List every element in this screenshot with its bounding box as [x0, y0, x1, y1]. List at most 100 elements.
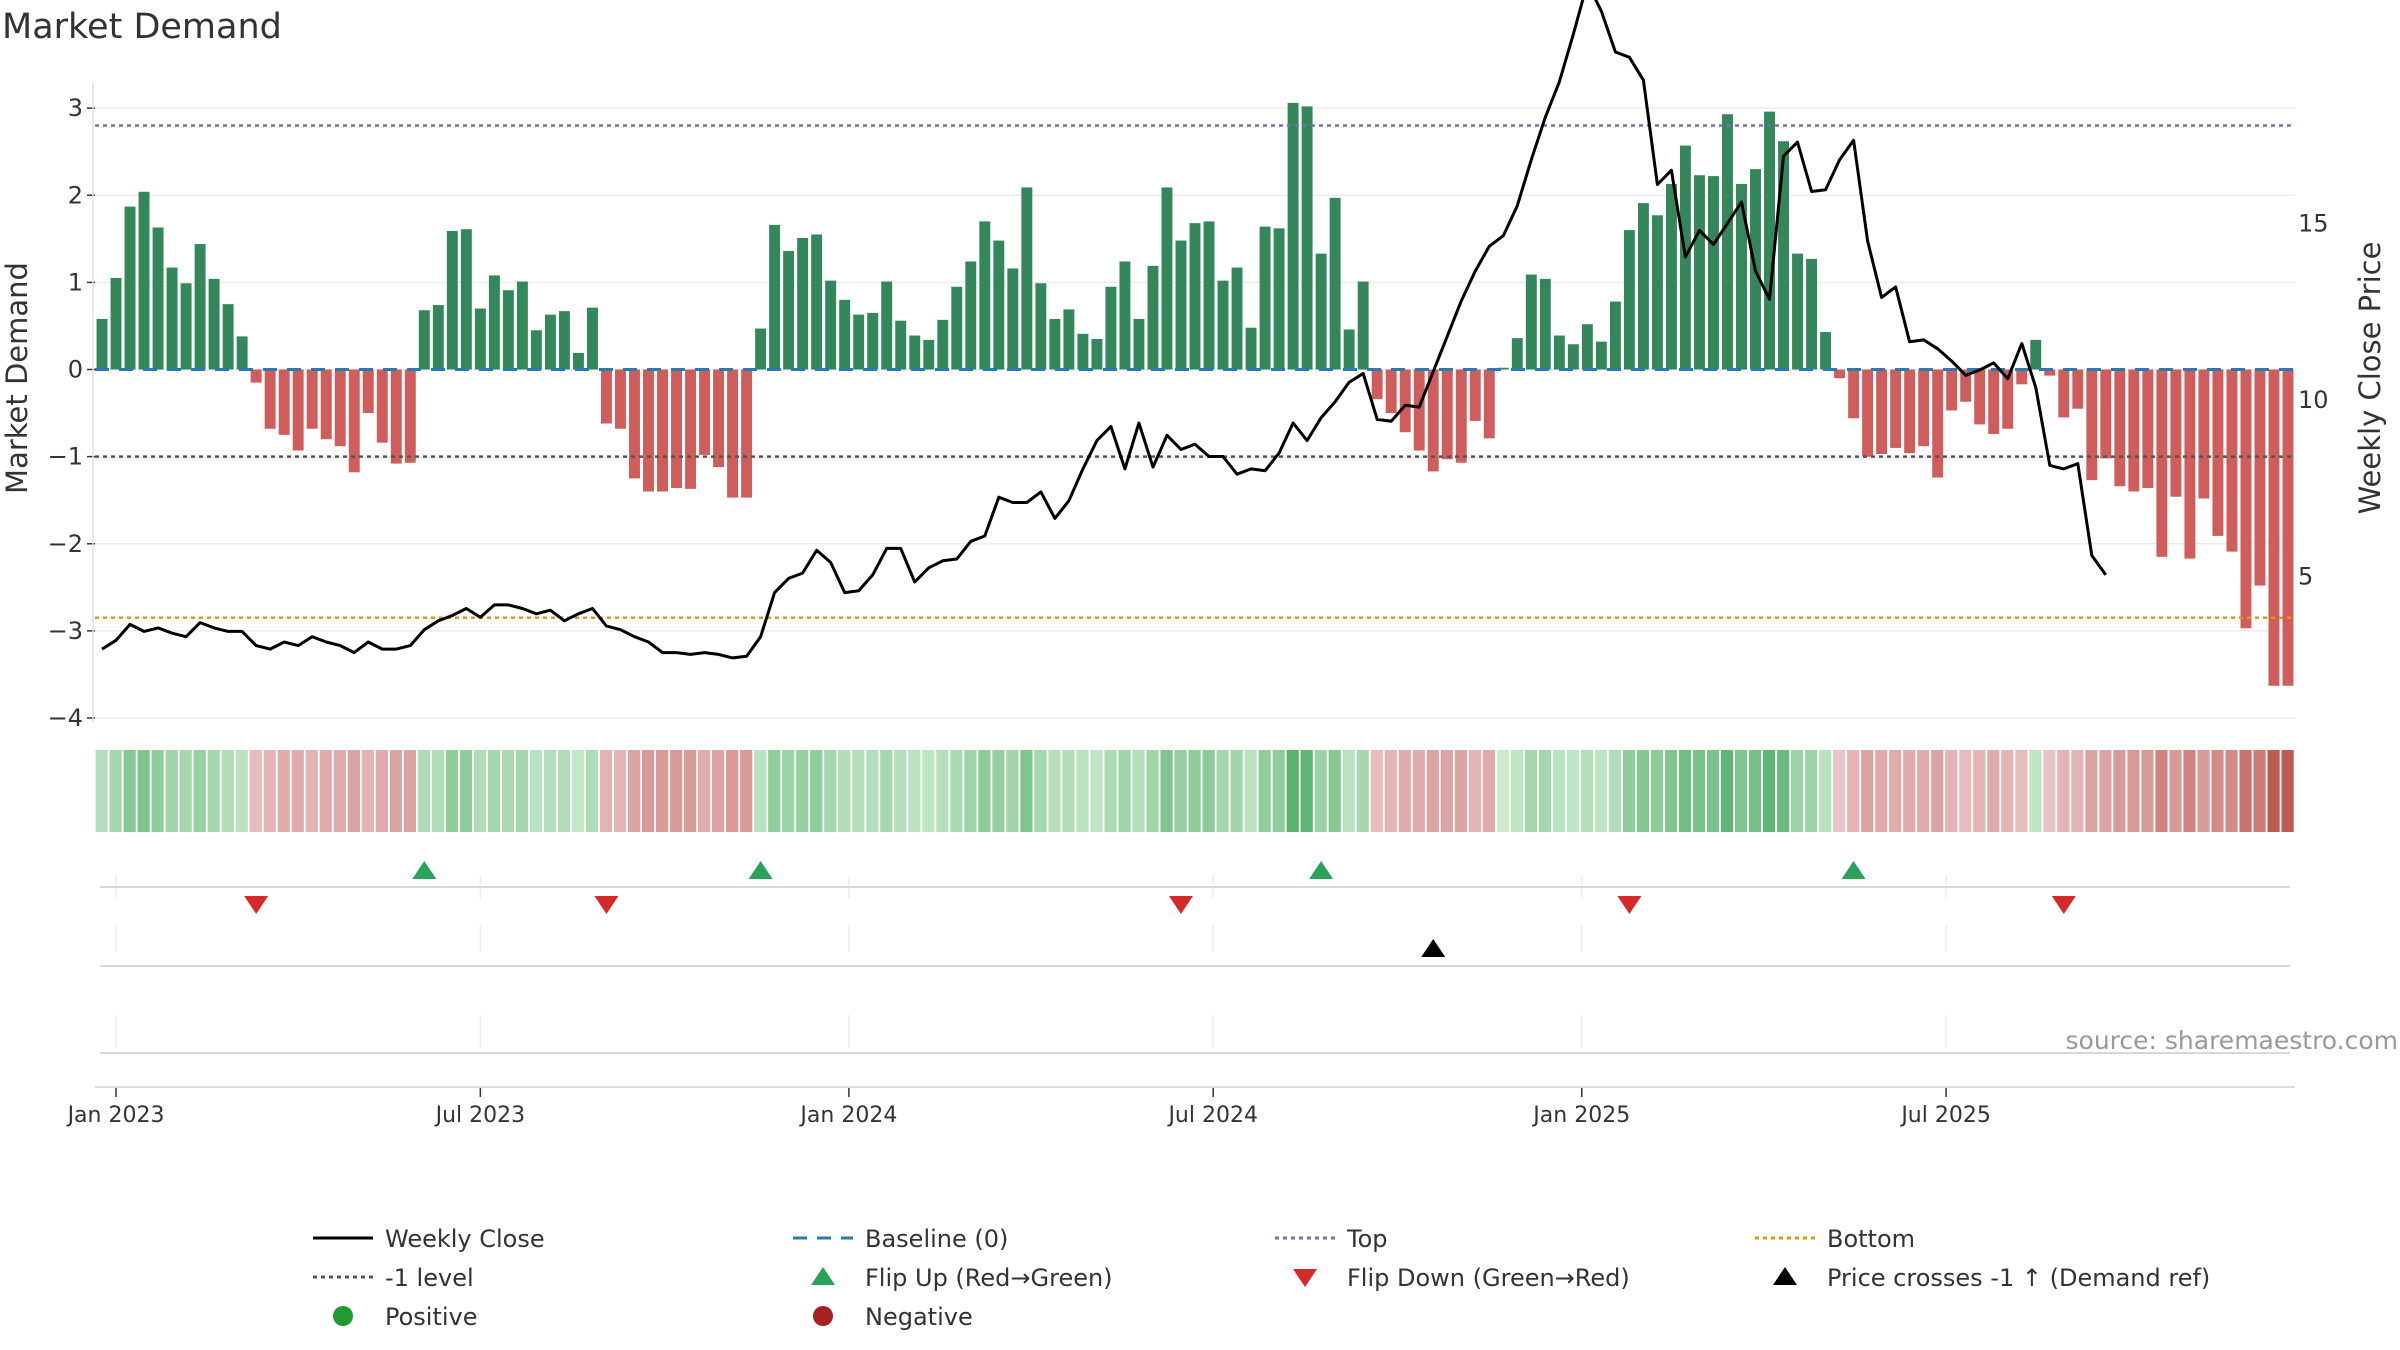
heat-strip-cell: [1286, 750, 1299, 832]
x-tick-label: Jan 2023: [66, 1103, 165, 1128]
heat-strip-cell: [1440, 750, 1453, 832]
heat-strip-cell: [782, 750, 795, 832]
demand-bar: [727, 369, 739, 498]
heat-strip-cell: [726, 750, 739, 832]
flip-down-marker: [2051, 896, 2076, 914]
heat-strip-cell: [796, 750, 809, 832]
heat-strip-cell: [1356, 750, 1369, 832]
demand-bar: [1231, 267, 1243, 370]
demand-bar: [306, 369, 318, 429]
heat-strip-cell: [1734, 750, 1748, 832]
heat-strip-cell: [1552, 750, 1566, 832]
demand-bar: [208, 278, 220, 370]
demand-bar: [1063, 309, 1075, 370]
demand-bar: [1609, 301, 1621, 370]
heat-strip-cell: [1412, 750, 1425, 832]
flip-up-marker: [1309, 861, 1334, 879]
heat-strip-cell: [1692, 750, 1706, 832]
demand-bar: [1021, 187, 1033, 370]
heat-strip-cell: [487, 750, 501, 832]
flip-up-marker: [748, 861, 773, 879]
heat-strip-cell: [179, 750, 192, 832]
heat-strip-cell: [810, 750, 823, 832]
legend: Weekly Close Baseline (0) Top Bottom -1 leve…: [313, 1225, 2210, 1331]
legend-label: Weekly Close: [385, 1225, 545, 1253]
heat-strip-cell: [137, 750, 150, 832]
demand-bar: [2240, 369, 2252, 629]
demand-bar: [348, 369, 360, 473]
heat-strip-cell: [1104, 750, 1117, 832]
legend-label: Flip Down (Green→Red): [1347, 1264, 1630, 1292]
demand-bar: [1525, 274, 1537, 370]
demand-bar: [1553, 335, 1565, 370]
demand-bar: [811, 234, 823, 370]
heat-strip-cell: [698, 750, 711, 832]
demand-bar: [601, 369, 612, 424]
legend-label: Baseline (0): [865, 1225, 1008, 1253]
heat-strip-cell: [1833, 750, 1846, 832]
demand-bar: [222, 304, 234, 370]
heat-strip-cell: [2225, 750, 2238, 832]
demand-bar: [2044, 369, 2056, 376]
demand-bar: [1834, 369, 1846, 379]
demand-bar: [1918, 369, 1930, 447]
legend-swatch: [811, 1267, 835, 1285]
demand-bar: [530, 330, 542, 370]
demand-bar: [124, 206, 136, 370]
demand-bar: [544, 314, 556, 370]
demand-bar: [1820, 332, 1832, 370]
demand-bar: [558, 311, 570, 370]
heat-strip-cell: [2183, 750, 2196, 832]
demand-bar: [2114, 369, 2126, 487]
demand-bar: [755, 328, 767, 370]
demand-bar: [460, 229, 472, 370]
demand-bar: [1890, 369, 1902, 448]
heat-strip-cell: [1664, 750, 1678, 832]
legend-label: Negative: [865, 1303, 973, 1331]
demand-bar: [264, 369, 276, 429]
heat-strip-cell: [515, 750, 529, 832]
demand-bar: [2198, 369, 2210, 499]
demand-bar: [2128, 369, 2140, 492]
demand-bar: [390, 369, 402, 464]
demand-bar: [1301, 106, 1313, 370]
heat-strip-cell: [894, 750, 907, 832]
heat-strip-cell: [1636, 750, 1650, 832]
heat-strip-cell: [1328, 750, 1341, 832]
heat-strip-cell: [670, 750, 683, 832]
heat-strip-cell: [1973, 750, 1986, 832]
level-lines: [95, 124, 2295, 620]
demand-bar: [166, 267, 178, 370]
demand-bar: [1245, 327, 1257, 370]
heat-strip-cell: [1931, 750, 1944, 832]
legend-item: Top: [1275, 1225, 1388, 1253]
demand-bar: [1469, 369, 1481, 421]
heat-strip-cell: [2029, 750, 2042, 832]
demand-bar: [1722, 114, 1733, 370]
grid-layer: [95, 107, 2295, 719]
heat-strip-cell: [1749, 750, 1762, 832]
x-tick-label: Jul 2024: [1166, 1103, 1258, 1128]
demand-bar: [2100, 369, 2112, 459]
heat-strip-cell: [1987, 750, 2000, 832]
demand-bar: [923, 339, 935, 370]
demand-bar: [1623, 230, 1635, 370]
heat-strip-cell: [1188, 750, 1201, 832]
legend-item: Flip Down (Green→Red): [1293, 1264, 1630, 1292]
heat-strip-cell: [768, 750, 781, 832]
y-tick-label: −1: [48, 443, 83, 471]
legend-item: Price crosses -1 ↑ (Demand ref): [1773, 1264, 2210, 1292]
heat-strip-cell: [1496, 750, 1509, 832]
demand-bar: [1273, 228, 1285, 370]
heat-strip-cell: [2281, 750, 2294, 832]
demand-bar: [1946, 369, 1958, 411]
heat-strip-cell: [585, 750, 599, 832]
y2-tick-label: 5: [2298, 563, 2313, 591]
demand-bar: [1511, 338, 1523, 370]
demand-bar: [1105, 286, 1117, 370]
demand-bar: [699, 369, 711, 455]
heat-strip-cell: [1875, 750, 1888, 832]
heat-strip-cell: [333, 750, 346, 832]
heat-strip-cell: [1384, 750, 1397, 832]
